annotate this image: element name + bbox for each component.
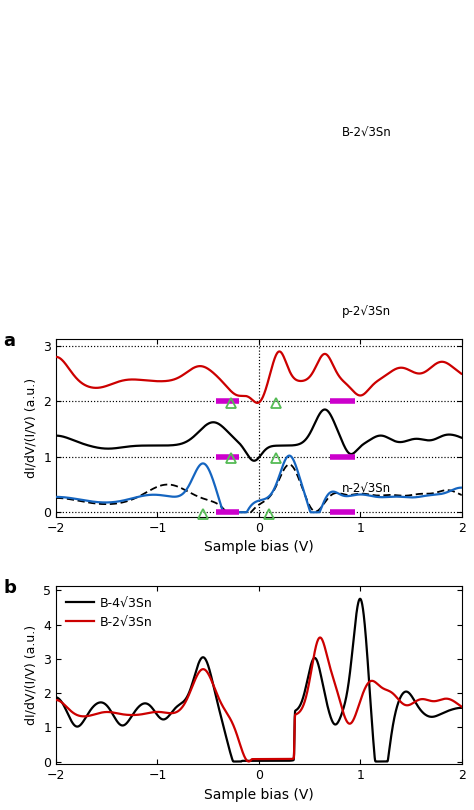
Legend: B-4√3Sn, B-2√3Sn: B-4√3Sn, B-2√3Sn xyxy=(63,593,156,633)
Y-axis label: dI/dV/(I/V) (a.u.): dI/dV/(I/V) (a.u.) xyxy=(25,377,37,478)
Text: b: b xyxy=(3,579,16,597)
B-2√3Sn xyxy=(348,718,354,728)
Text: B-2√3Sn: B-2√3Sn xyxy=(342,126,392,139)
B-2√3Sn xyxy=(246,757,252,766)
B-2√3Sn xyxy=(224,708,229,718)
B-4√3Sn xyxy=(348,661,354,671)
B-4√3Sn xyxy=(459,703,465,713)
B-4√3Sn xyxy=(447,706,452,715)
Text: p-2√3Sn: p-2√3Sn xyxy=(342,305,391,318)
B-2√3Sn xyxy=(246,757,252,766)
B-4√3Sn xyxy=(246,756,252,765)
B-4√3Sn xyxy=(53,693,59,702)
B-4√3Sn xyxy=(357,594,363,603)
B-2√3Sn xyxy=(447,694,452,704)
B-2√3Sn xyxy=(459,702,465,712)
X-axis label: Sample bias (V): Sample bias (V) xyxy=(204,540,314,554)
Y-axis label: dI/dV/(I/V) (a.u.): dI/dV/(I/V) (a.u.) xyxy=(25,625,37,726)
B-4√3Sn xyxy=(427,712,432,722)
Line: B-4√3Sn: B-4√3Sn xyxy=(56,599,462,761)
B-4√3Sn xyxy=(227,746,233,756)
Line: B-2√3Sn: B-2√3Sn xyxy=(56,637,462,761)
B-2√3Sn xyxy=(427,696,432,706)
B-2√3Sn xyxy=(317,633,323,642)
B-2√3Sn xyxy=(53,695,59,705)
X-axis label: Sample bias (V): Sample bias (V) xyxy=(204,787,314,802)
Text: a: a xyxy=(3,332,15,350)
B-4√3Sn xyxy=(374,757,379,766)
B-2√3Sn xyxy=(227,713,233,723)
Text: n-2√3Sn: n-2√3Sn xyxy=(342,483,391,496)
B-4√3Sn xyxy=(224,733,229,743)
